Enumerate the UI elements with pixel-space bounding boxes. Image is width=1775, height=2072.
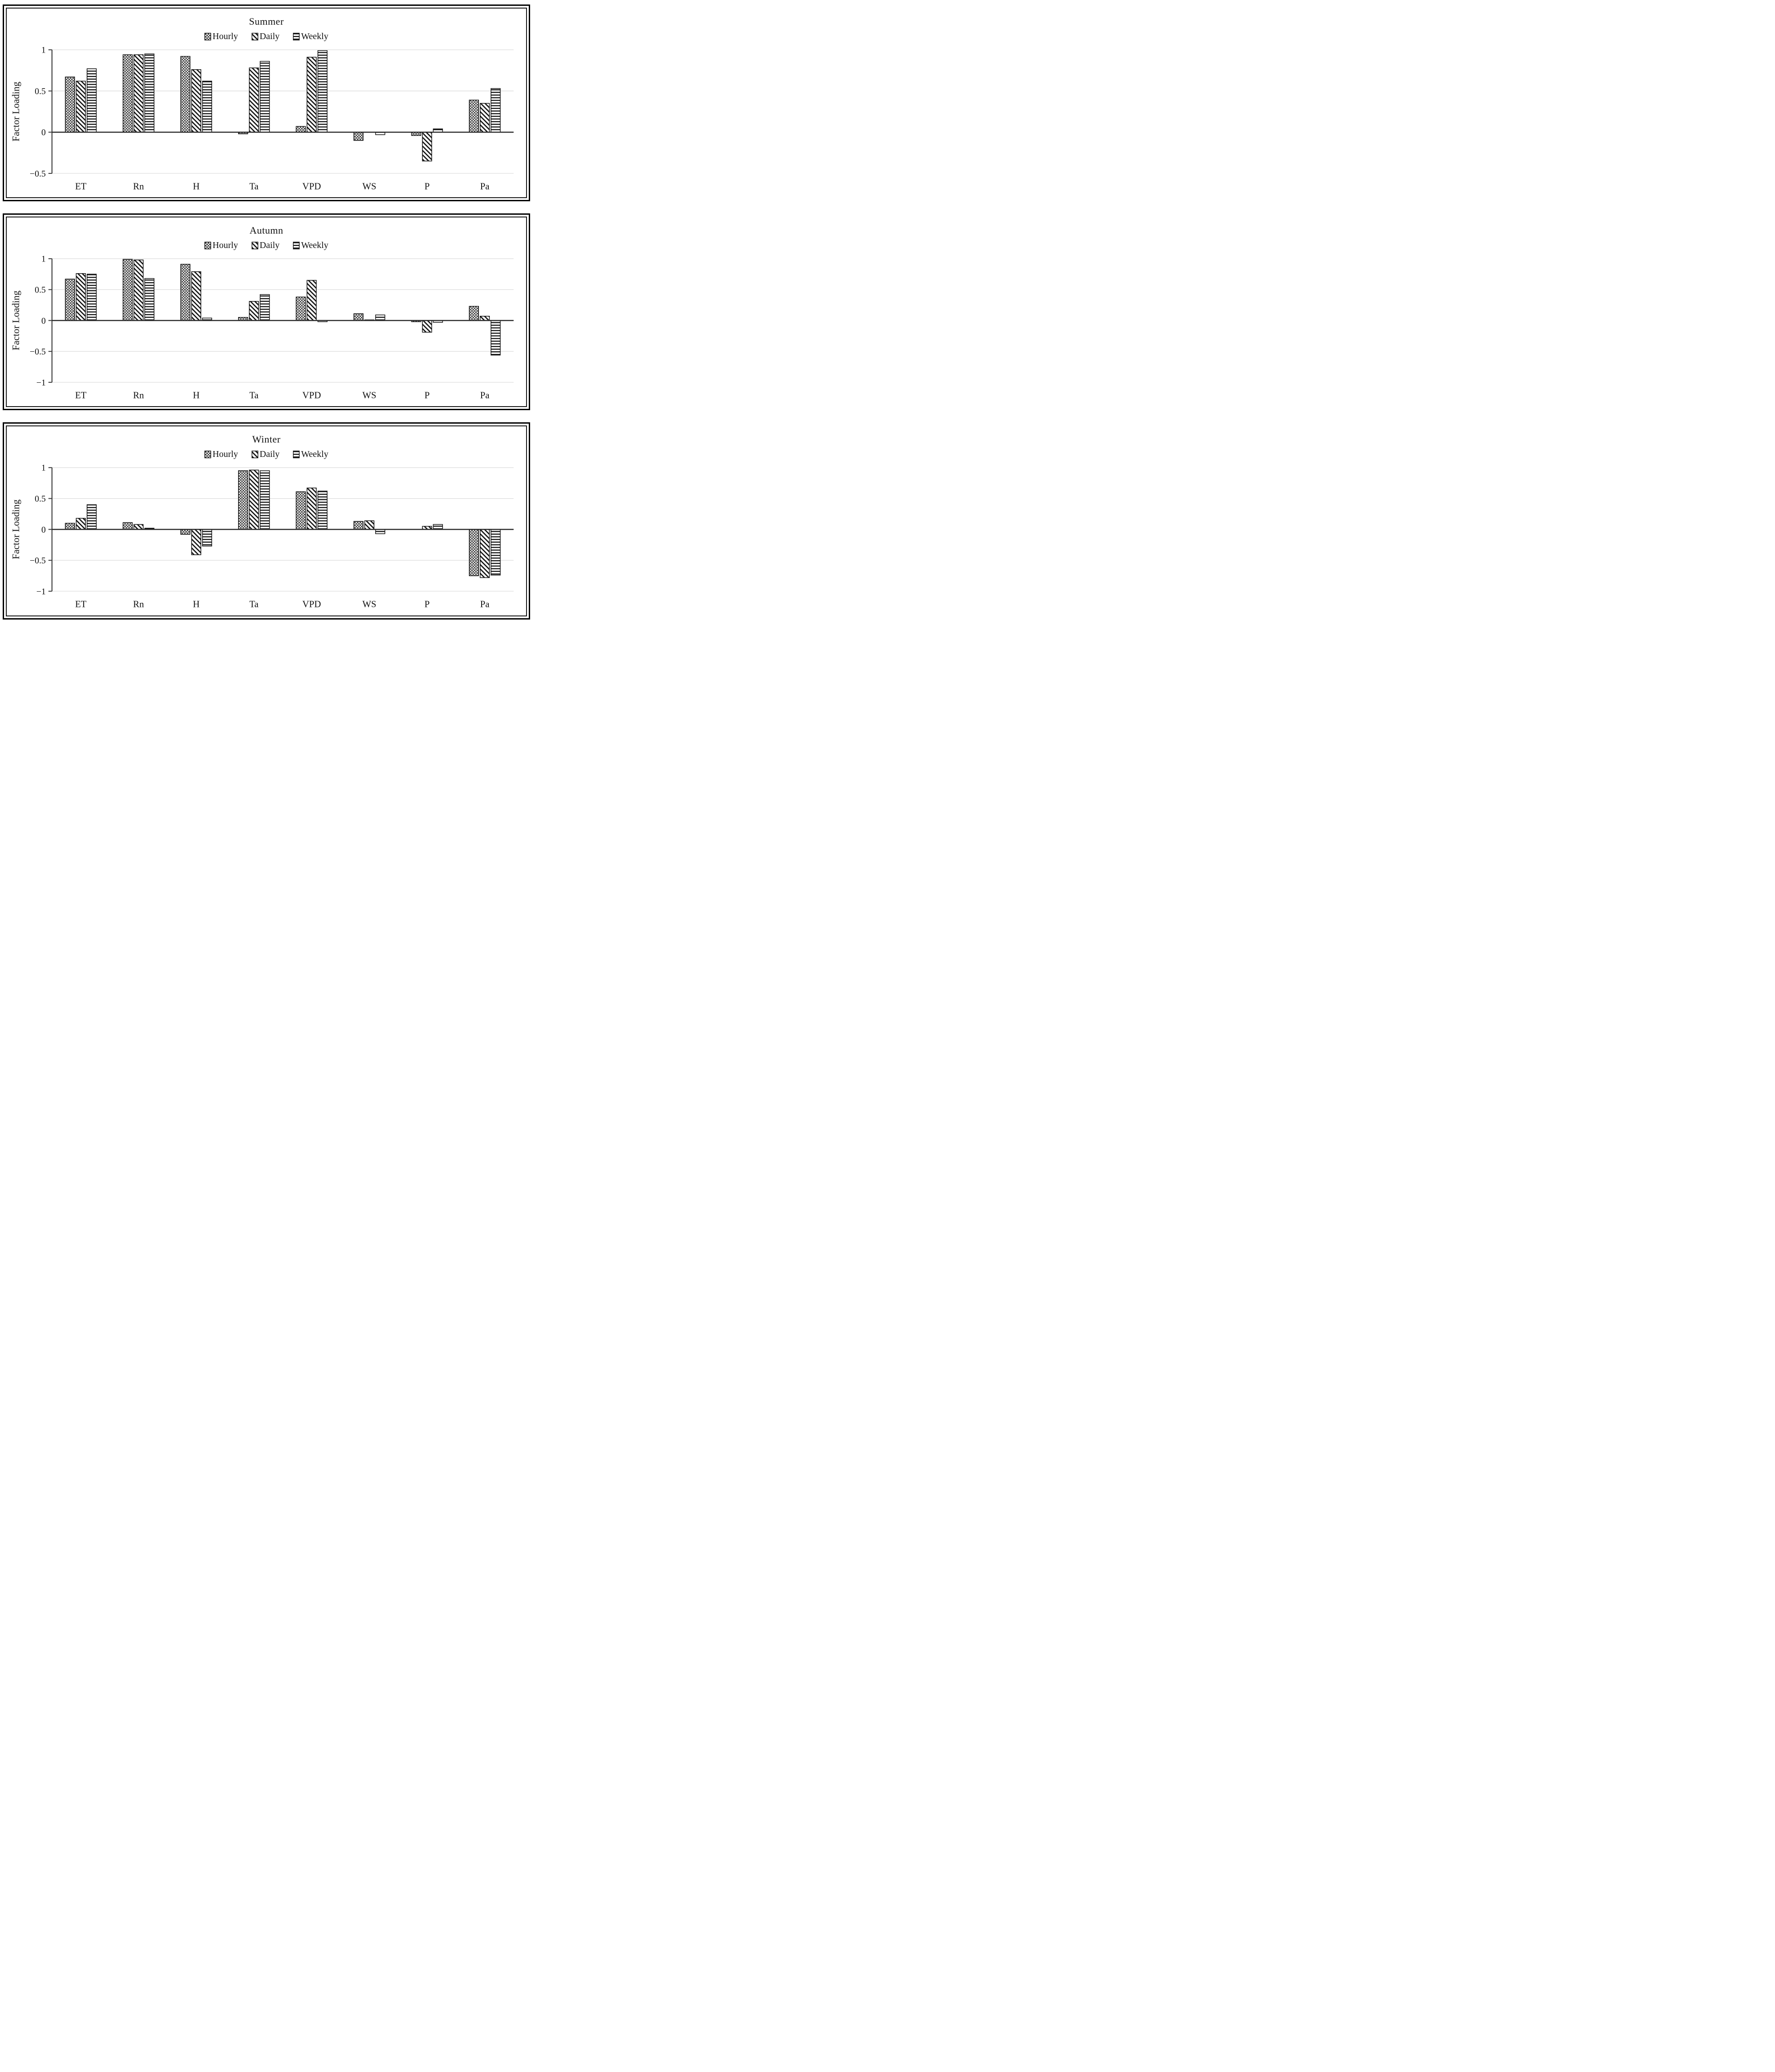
- svg-text:0: 0: [41, 128, 46, 137]
- chart-panel-summer: Summer Hourly Daily Weekly 1 0.5 0 −0.5 ET Rn…: [3, 4, 530, 202]
- legend-item-hourly: Hourly: [204, 32, 238, 41]
- legend-label-hourly: Hourly: [212, 31, 238, 41]
- bar-chart-autumn: 1 0.5 0 −0.5 −1 ET Rn H Ta VPD WS P Pa Factor Loading: [11, 254, 514, 401]
- svg-text:H: H: [193, 182, 199, 191]
- svg-text:1: 1: [41, 254, 46, 264]
- svg-text:ET: ET: [75, 600, 87, 610]
- svg-text:P: P: [425, 182, 430, 191]
- legend-winter: Hourly Daily Weekly: [9, 450, 523, 459]
- svg-text:ET: ET: [75, 391, 87, 401]
- legend-item-weekly: Weekly: [293, 241, 328, 250]
- svg-text:Ta: Ta: [249, 391, 258, 401]
- svg-text:WS: WS: [363, 600, 376, 610]
- bar-chart-winter: 1 0.5 0 −0.5 −1 ET Rn H Ta VPD WS P Pa Factor Loading: [11, 463, 514, 610]
- legend-label-hourly: Hourly: [212, 449, 238, 460]
- legend-item-daily: Daily: [251, 449, 280, 460]
- chart-title-winter: Winter: [252, 434, 281, 445]
- legend-label-weekly: Weekly: [301, 449, 328, 460]
- hourly-swatch-icon: [204, 32, 212, 40]
- legend-item-daily: Daily: [251, 31, 280, 41]
- weekly-swatch-icon: [293, 32, 300, 40]
- weekly-swatch-icon: [293, 451, 300, 458]
- svg-text:0.5: 0.5: [35, 285, 46, 295]
- svg-text:Pa: Pa: [480, 391, 490, 401]
- svg-text:H: H: [193, 600, 199, 610]
- chart-title-summer: Summer: [249, 16, 284, 27]
- chart-panel-summer-inner: Summer Hourly Daily Weekly 1 0.5 0 −0.5 ET Rn…: [6, 8, 527, 199]
- legend-label-daily: Daily: [259, 31, 280, 41]
- chart-panel-winter: Winter Hourly Daily Weekly 1 0.5 0 −0.5 −1 ET…: [3, 422, 530, 620]
- svg-text:VPD: VPD: [302, 600, 321, 610]
- figure: Summer Hourly Daily Weekly 1 0.5 0 −0.5 ET Rn…: [0, 0, 533, 625]
- svg-text:Factor Loading: Factor Loading: [11, 82, 22, 142]
- legend-item-hourly: Hourly: [204, 241, 238, 250]
- legend-label-weekly: Weekly: [301, 31, 328, 41]
- svg-text:−0.5: −0.5: [30, 556, 46, 566]
- svg-text:P: P: [425, 600, 430, 610]
- svg-text:−1: −1: [36, 587, 46, 597]
- svg-text:Ta: Ta: [249, 182, 258, 191]
- chart-panel-autumn-inner: Autumn Hourly Daily Weekly 1 0.5 0 −0.5 −1 ET…: [6, 217, 527, 407]
- svg-text:0.5: 0.5: [35, 86, 46, 96]
- chart-title-autumn: Autumn: [249, 225, 283, 236]
- svg-text:−0.5: −0.5: [30, 347, 46, 357]
- bar-chart-summer: 1 0.5 0 −0.5 ET Rn H Ta VPD WS P Pa Factor Loading: [11, 45, 514, 191]
- legend-label-daily: Daily: [259, 240, 280, 251]
- svg-text:0: 0: [41, 525, 46, 535]
- legend-item-daily: Daily: [251, 240, 280, 251]
- daily-swatch-icon: [251, 241, 258, 249]
- svg-text:−0.5: −0.5: [30, 169, 46, 179]
- legend-label-daily: Daily: [259, 449, 280, 460]
- svg-text:Factor Loading: Factor Loading: [11, 291, 22, 350]
- chart-panel-winter-inner: Winter Hourly Daily Weekly 1 0.5 0 −0.5 −1 ET…: [6, 425, 527, 616]
- svg-text:Rn: Rn: [133, 600, 144, 610]
- svg-text:Pa: Pa: [480, 182, 490, 191]
- daily-swatch-icon: [251, 451, 258, 458]
- svg-text:Pa: Pa: [480, 600, 490, 610]
- svg-text:VPD: VPD: [302, 391, 321, 401]
- svg-text:1: 1: [41, 45, 46, 55]
- legend-item-hourly: Hourly: [204, 450, 238, 459]
- daily-swatch-icon: [251, 32, 258, 40]
- svg-text:P: P: [425, 391, 430, 401]
- svg-text:ET: ET: [75, 182, 87, 191]
- svg-text:Ta: Ta: [249, 600, 258, 610]
- svg-text:H: H: [193, 391, 199, 401]
- svg-text:0.5: 0.5: [35, 494, 46, 504]
- svg-text:0: 0: [41, 316, 46, 326]
- svg-text:VPD: VPD: [302, 182, 321, 191]
- svg-text:WS: WS: [363, 391, 376, 401]
- svg-text:Rn: Rn: [133, 182, 144, 191]
- chart-panel-autumn: Autumn Hourly Daily Weekly 1 0.5 0 −0.5 −1 ET…: [3, 213, 530, 411]
- svg-text:WS: WS: [363, 182, 376, 191]
- svg-text:Rn: Rn: [133, 391, 144, 401]
- weekly-swatch-icon: [293, 241, 300, 249]
- hourly-swatch-icon: [204, 241, 212, 249]
- legend-label-hourly: Hourly: [212, 240, 238, 251]
- legend-label-weekly: Weekly: [301, 240, 328, 251]
- hourly-swatch-icon: [204, 451, 212, 458]
- legend-summer: Hourly Daily Weekly: [9, 32, 523, 41]
- legend-autumn: Hourly Daily Weekly: [9, 241, 523, 250]
- legend-item-weekly: Weekly: [293, 32, 328, 41]
- svg-text:1: 1: [41, 463, 46, 473]
- svg-text:Factor Loading: Factor Loading: [11, 500, 22, 559]
- legend-item-weekly: Weekly: [293, 450, 328, 459]
- svg-text:−1: −1: [36, 378, 46, 388]
